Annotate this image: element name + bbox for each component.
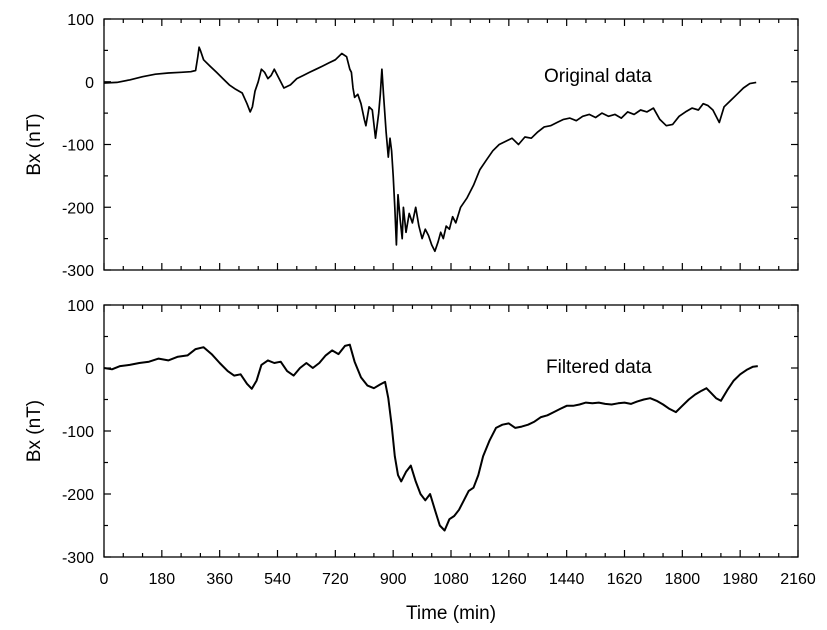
annotation-filtered-data: Filtered data <box>546 357 652 378</box>
x-tick-label: 1800 <box>665 571 701 588</box>
y-tick-label: -300 <box>62 550 94 567</box>
y-tick-label: -100 <box>62 424 94 441</box>
series-line-filtered <box>103 343 758 532</box>
x-tick-label: 180 <box>148 571 175 588</box>
y-axis-ticks: 100 0 -100 -200 -300 <box>62 12 798 280</box>
y-tick-label: -200 <box>62 200 94 217</box>
y-tick-label: 0 <box>85 75 94 92</box>
series-line-original <box>103 46 757 253</box>
x-tick-label: 0 <box>100 571 109 588</box>
x-tick-label: 1980 <box>722 571 758 588</box>
x-tick-label: 1440 <box>549 571 585 588</box>
y-axis-ticks: 100 0 -100 -200 -300 <box>62 298 798 567</box>
y-tick-label: 0 <box>85 361 94 378</box>
y-tick-label: -100 <box>62 138 94 155</box>
x-tick-label: 720 <box>322 571 349 588</box>
x-tick-label: 540 <box>264 571 291 588</box>
plot-frame <box>103 18 799 271</box>
y-tick-label: -200 <box>62 487 94 504</box>
y-tick-label: 100 <box>67 298 94 315</box>
x-axis-ticks <box>103 19 799 270</box>
y-axis-title: Bx (nT) <box>24 113 45 175</box>
x-axis-ticks: 0 180 360 540 720 900 1080 1260 1440 1620 1800 1980… <box>100 305 816 588</box>
x-tick-label: 360 <box>206 571 233 588</box>
x-axis-title: Time (min) <box>406 603 496 624</box>
x-tick-label: 1080 <box>433 571 469 588</box>
x-tick-label: 900 <box>380 571 407 588</box>
panel-filtered: 100 0 -100 -200 -300 0 180 360 540 720 900 1080 126… <box>24 298 816 588</box>
y-tick-label: -300 <box>62 263 94 280</box>
y-tick-label: 100 <box>67 12 94 29</box>
annotation-original-data: Original data <box>544 66 652 87</box>
x-tick-label: 1260 <box>491 571 527 588</box>
x-tick-label: 1620 <box>607 571 643 588</box>
panel-original: 100 0 -100 -200 -300 Bx (nT) Original data <box>24 12 799 280</box>
x-tick-label: 2160 <box>780 571 816 588</box>
y-axis-title: Bx (nT) <box>24 400 45 462</box>
